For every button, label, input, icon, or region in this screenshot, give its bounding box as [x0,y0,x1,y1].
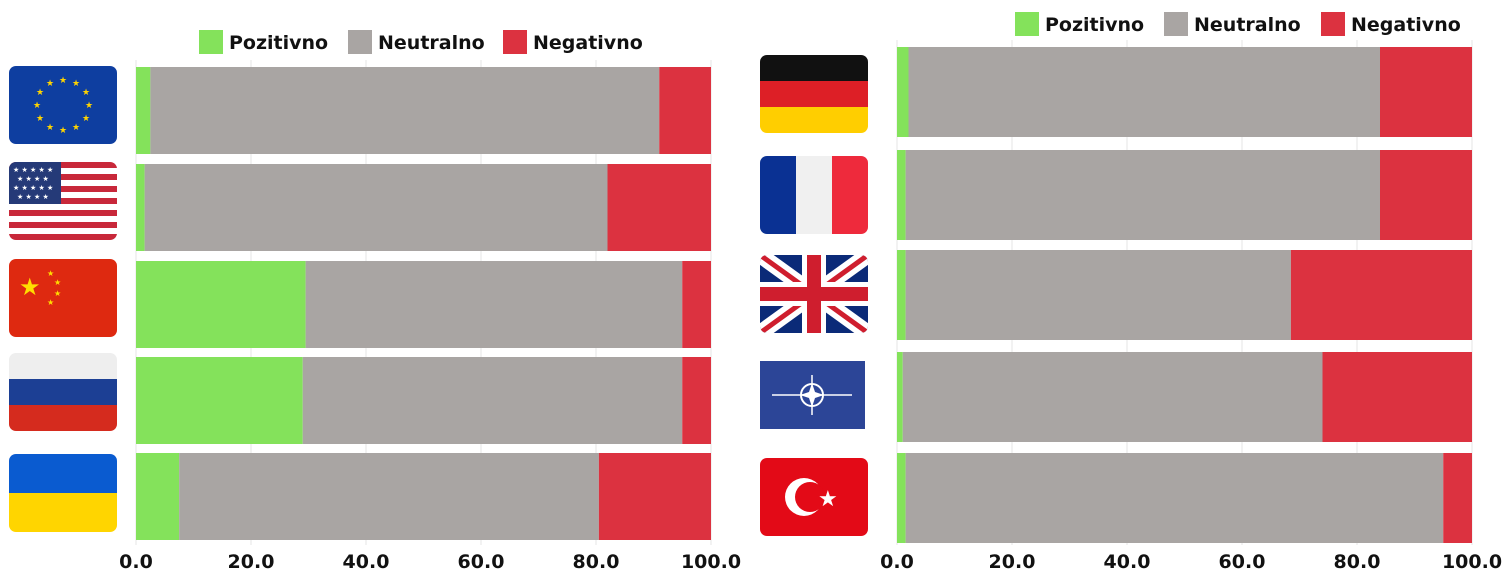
bar-pozitivno-ukraine [136,453,180,540]
usa-flag-icon: ★ ★ ★ ★ ★★ ★ ★ ★ ★ ★ ★ ★ ★★ ★ ★ ★ [9,162,117,240]
svg-text:★ ★ ★ ★: ★ ★ ★ ★ [17,175,49,183]
bar-neutralno-usa [144,164,608,251]
x-tick-label: 0.0 [880,551,914,571]
bar-neutralno-eu [150,67,660,154]
china-flag-icon: ★ ★★ ★★ [9,259,117,337]
france-flag-icon [760,156,868,234]
bar-pozitivno-china [136,261,306,348]
legend-swatch-pozitivno [199,30,223,54]
x-tick-label: 60.0 [1219,551,1266,571]
bar-pozitivno-nato [897,352,903,442]
bar-end-cap [1458,250,1472,340]
x-tick-label: 60.0 [458,551,505,571]
x-tick-label: 20.0 [989,551,1036,571]
chart-left: 0.0 20.0 40.0 60.0 80.0 100.0 Pozitivno Neutral… [119,30,741,571]
svg-text:★ ★ ★ ★ ★: ★ ★ ★ ★ ★ [13,166,53,174]
x-tick-label: 40.0 [1104,551,1151,571]
germany-flag-icon [760,55,868,133]
uk-flag-icon [760,255,868,333]
svg-text:★: ★ [36,114,44,124]
bar-negativno-uk [1290,250,1472,340]
svg-text:★: ★ [46,123,54,133]
svg-text:★: ★ [82,88,90,98]
x-tick-label: 100.0 [681,551,741,571]
x-tick-label: 0.0 [119,551,153,571]
legend-swatch-neutralno [348,30,372,54]
svg-text:★: ★ [33,101,41,111]
x-tick-label: 40.0 [343,551,390,571]
bar-pozitivno-uk [897,250,906,340]
bar-negativno-ukraine [598,453,711,540]
bar-end-cap [697,453,711,540]
x-tick-label: 20.0 [228,551,275,571]
svg-text:★: ★ [72,123,80,133]
legend-swatch-negativno [1321,12,1345,36]
legend-label-neutralno: Neutralno [378,32,485,54]
bar-pozitivno-russia [136,357,303,444]
bar-end-cap [1458,47,1472,137]
svg-text:★: ★ [19,273,41,301]
bar-neutralno-china [305,261,683,348]
bar-pozitivno-france [897,150,906,240]
bar-neutralno-russia [302,357,683,444]
bar-negativno-nato [1322,352,1472,442]
svg-text:★: ★ [47,269,54,278]
legend-label-neutralno: Neutralno [1194,14,1301,36]
chart-right: 0.0 20.0 40.0 60.0 80.0 100.0 Pozitivno Neutral… [880,12,1502,571]
svg-text:★: ★ [47,298,54,307]
svg-text:★: ★ [59,126,67,136]
svg-text:★ ★ ★ ★: ★ ★ ★ ★ [17,193,49,201]
bar-negativno-france [1380,150,1472,240]
legend-label-negativno: Negativno [533,32,643,54]
bar-end-cap [1458,453,1472,543]
bar-neutralno-france [905,150,1380,240]
bar-end-cap [697,164,711,251]
bar-neutralno-ukraine [179,453,599,540]
legend-label-negativno: Negativno [1351,14,1461,36]
bar-pozitivno-germany [897,47,909,137]
bar-pozitivno-usa [136,164,145,251]
bar-end-cap [697,261,711,348]
bar-end-cap [697,67,711,154]
legend-swatch-pozitivno [1015,12,1039,36]
svg-text:★: ★ [72,79,80,89]
svg-text:★: ★ [59,76,67,86]
bar-end-cap [697,357,711,444]
legend-label-pozitivno: Pozitivno [1045,14,1144,36]
bar-pozitivno-turkey [897,453,906,543]
bar-neutralno-uk [905,250,1291,340]
x-tick-label: 80.0 [573,551,620,571]
svg-text:★: ★ [46,79,54,89]
nato-flag-icon [760,361,865,429]
bar-neutralno-germany [908,47,1380,137]
legend-swatch-negativno [503,30,527,54]
svg-text:★: ★ [36,88,44,98]
svg-text:★: ★ [82,114,90,124]
bar-end-cap [1458,150,1472,240]
x-tick-label: 100.0 [1442,551,1502,571]
ukraine-flag-icon [9,454,117,532]
bar-end-cap [1458,352,1472,442]
svg-text:★: ★ [54,278,61,287]
turkey-flag-icon: ★ [760,458,868,536]
eu-flag-icon: ★ ★★ ★★★ ★★★ ★★★ [9,66,117,144]
russia-flag-icon [9,353,117,431]
legend-swatch-neutralno [1164,12,1188,36]
bar-negativno-germany [1380,47,1472,137]
legend-label-pozitivno: Pozitivno [229,32,328,54]
bar-neutralno-nato [902,352,1323,442]
bar-pozitivno-eu [136,67,151,154]
bar-neutralno-turkey [905,453,1444,543]
svg-text:★: ★ [54,289,61,298]
x-tick-label: 80.0 [1334,551,1381,571]
svg-text:★: ★ [818,487,838,512]
bar-negativno-usa [607,164,711,251]
svg-text:★ ★ ★ ★ ★: ★ ★ ★ ★ ★ [13,184,53,192]
svg-text:★: ★ [85,101,93,111]
